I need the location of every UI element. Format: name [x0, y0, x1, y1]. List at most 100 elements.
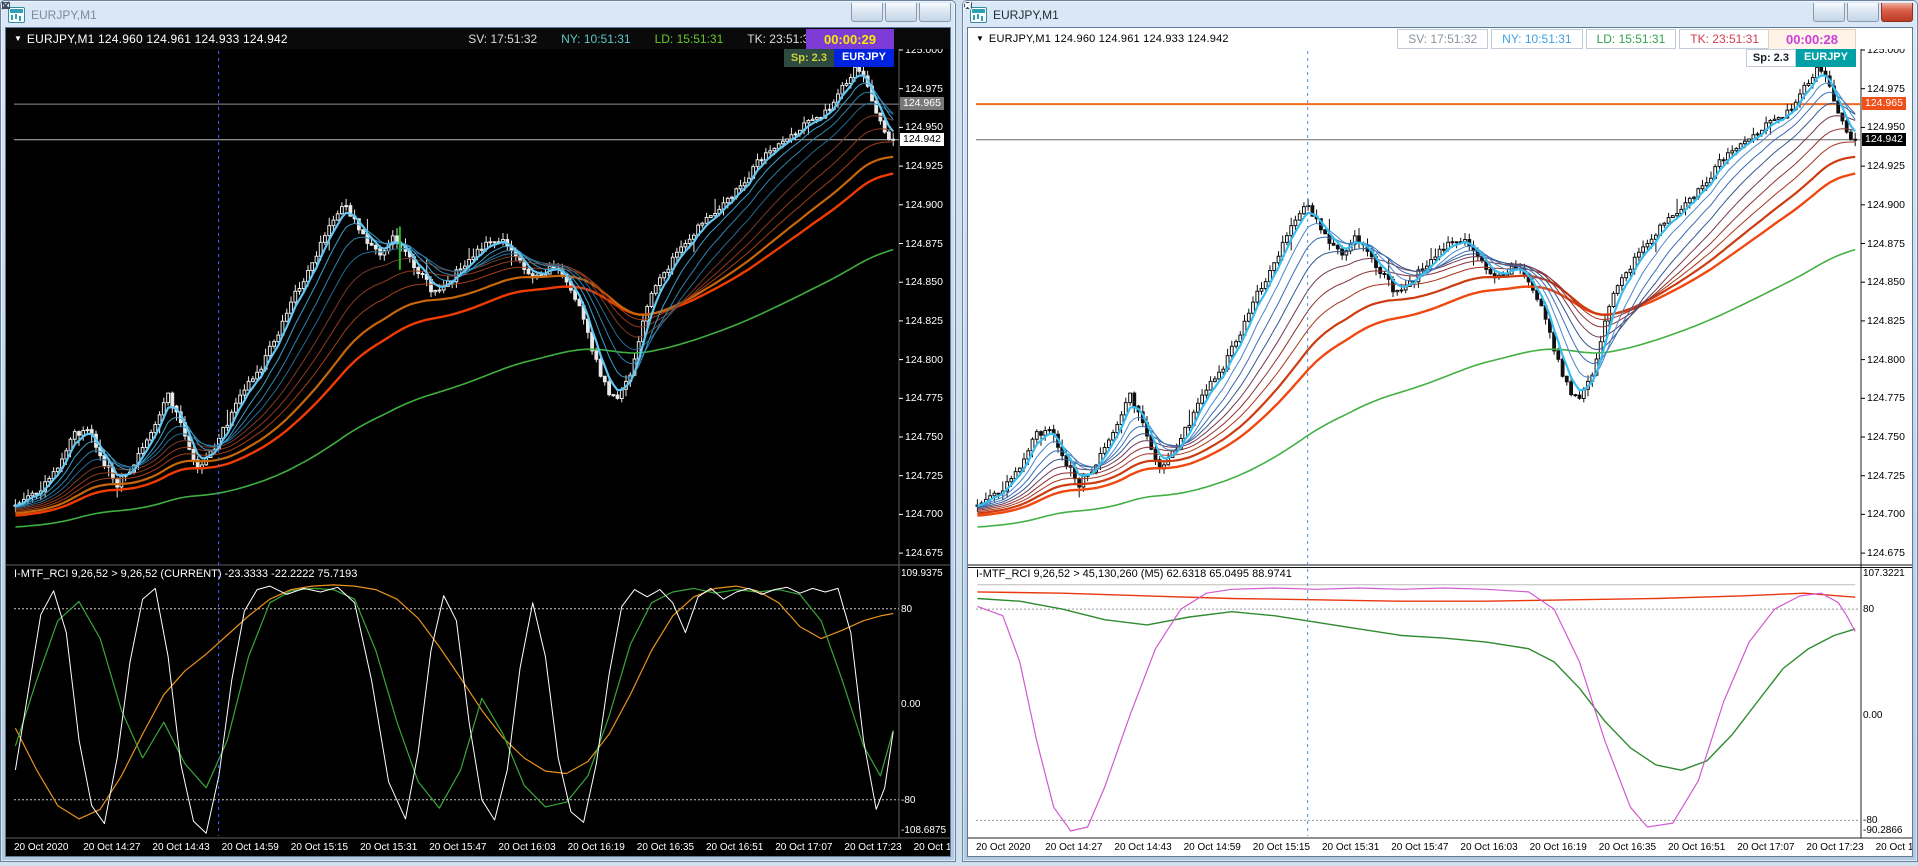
- indicator-tick-label: 0.00: [901, 699, 921, 711]
- close-button[interactable]: [963, 1, 1913, 22]
- time-tick-label: 20 Oct 15:47: [429, 842, 487, 853]
- ma-line-p55: [977, 155, 1856, 515]
- bid-price-tag: 124.942: [1862, 132, 1906, 146]
- chart-window-dark[interactable]: EURJPY,M1 ▼ EURJPY,M1 124.960 124.961 124…: [0, 0, 956, 862]
- price-tick-label: 124.875: [1867, 237, 1905, 250]
- time-tick-label: 20 Oct 16:35: [636, 842, 695, 853]
- price-tick-label: 124.900: [905, 198, 943, 211]
- candle-countdown: 00:00:29: [806, 29, 894, 50]
- level-price-tag: 124.965: [1862, 97, 1906, 111]
- titlebar[interactable]: EURJPY,M1: [1, 1, 955, 26]
- symbol-ohlc-text: EURJPY,M1 124.960 124.961 124.933 124.94…: [26, 31, 288, 46]
- session-clock: SV: 17:51:32: [1397, 28, 1489, 49]
- window-controls: [963, 1, 1913, 22]
- restore-button[interactable]: [964, 2, 1879, 22]
- session-clock: TK: 23:51:31: [1679, 28, 1770, 49]
- time-tick-label: 20 Oct 14:43: [152, 842, 210, 853]
- price-tick-label: 124.800: [1867, 353, 1905, 366]
- price-tick-label: 125.000: [905, 44, 943, 56]
- chart-window-light[interactable]: EURJPY,M1 ▼ EURJPY,M1 124.960 124.961 124…: [962, 0, 1918, 862]
- level-price-tag: 124.965: [900, 97, 944, 111]
- time-tick-label: 20 Oct 2020: [14, 842, 69, 853]
- price-tick-label: 124.775: [905, 392, 943, 405]
- rci-mid-green: [977, 597, 1856, 771]
- chart-area[interactable]: ▼ EURJPY,M1 124.960 124.961 124.933 124.9…: [967, 27, 1913, 857]
- time-tick-label: 20 Oct 16:51: [706, 842, 764, 853]
- bid-price-tag: 124.942: [900, 132, 944, 146]
- spread-row: Sp: 2.3 EURJPY: [783, 49, 894, 67]
- chart-canvas: [968, 30, 1912, 839]
- price-tick-label: 124.850: [1867, 276, 1905, 289]
- close-button[interactable]: [1, 1, 951, 22]
- time-tick-label: 20 Oct 15:31: [360, 842, 418, 853]
- rci-mid-green: [14, 587, 894, 809]
- time-tick-label: 20 Oct 15:47: [1391, 842, 1449, 853]
- symbol-badge: EURJPY: [1795, 49, 1856, 67]
- ma-line-p55: [15, 155, 894, 515]
- ma-line-p19: [15, 102, 894, 509]
- minimize-button[interactable]: [964, 3, 1845, 22]
- session-clocks: SV: 17:51:32 NY: 10:51:31 LD: 15:51:31 TK: …: [444, 28, 816, 49]
- session-clock: NY: 10:51:31: [561, 31, 631, 46]
- titlebar[interactable]: EURJPY,M1: [963, 1, 1917, 26]
- ma-line-p160: [977, 248, 1856, 528]
- ma-line-p4: [15, 74, 895, 507]
- price-tick-label: 124.825: [905, 314, 943, 327]
- time-tick-label: 20 Oct 14:27: [83, 842, 141, 853]
- time-tick-label: 20 Oct 15:31: [1322, 842, 1380, 853]
- indicator-header: I-MTF_RCI 9,26,52 > 9,26,52 (CURRENT) -2…: [14, 568, 358, 580]
- session-clock: LD: 15:51:31: [1585, 28, 1677, 49]
- time-tick-label: 20 Oct 17:39: [1875, 842, 1913, 853]
- quote-header: ▼ EURJPY,M1 124.960 124.961 124.933 124.9…: [968, 28, 1912, 49]
- ma-line-p13: [977, 91, 1856, 508]
- time-tick-label: 20 Oct 15:15: [1252, 842, 1311, 853]
- time-tick-label: 20 Oct 17:07: [775, 842, 833, 853]
- indicator-tick-label: 80: [1863, 604, 1875, 616]
- time-tick-label: 20 Oct 2020: [976, 842, 1031, 853]
- candle-countdown: 00:00:28: [1768, 29, 1856, 50]
- spread-value: Sp: 2.3: [783, 49, 834, 67]
- dropdown-icon: ▼: [976, 34, 984, 43]
- spread-row: Sp: 2.3 EURJPY: [1745, 49, 1856, 67]
- window-controls: [1, 1, 951, 22]
- price-tick-label: 124.875: [905, 237, 943, 250]
- window-title: EURJPY,M1: [993, 7, 1059, 22]
- price-tick-label: 124.950: [905, 121, 943, 134]
- restore-button[interactable]: [2, 2, 917, 22]
- price-tick-label: 124.900: [1867, 198, 1905, 211]
- time-tick-label: 20 Oct 17:23: [1806, 842, 1864, 853]
- time-tick-label: 20 Oct 14:59: [221, 842, 279, 853]
- price-tick-label: 124.950: [1867, 121, 1905, 134]
- indicator-header: I-MTF_RCI 9,26,52 > 45,130,260 (M5) 62.6…: [976, 568, 1292, 580]
- ma-line-p4: [977, 74, 1857, 507]
- indicator-tick-label: 0.00: [1863, 709, 1883, 721]
- price-tick-label: 125.000: [1867, 44, 1905, 56]
- dropdown-icon: ▼: [14, 34, 22, 43]
- rci-fast-magenta: [977, 587, 1856, 832]
- rci-slow-red: [977, 591, 1856, 602]
- ma-line-p34: [977, 128, 1856, 511]
- price-tick-label: 124.925: [905, 160, 943, 173]
- ma-line-p34: [15, 128, 894, 511]
- price-tick-label: 124.675: [905, 547, 943, 560]
- time-tick-label: 20 Oct 16:51: [1668, 842, 1726, 853]
- time-tick-label: 20 Oct 17:39: [913, 842, 951, 853]
- time-tick-label: 20 Oct 14:43: [1114, 842, 1172, 853]
- price-tick-label: 124.975: [1867, 82, 1905, 95]
- indicator-tick-label: -80: [1863, 815, 1878, 827]
- price-tick-label: 124.725: [1867, 469, 1905, 482]
- indicator-tick-label: -80: [901, 794, 916, 806]
- price-tick-label: 124.975: [905, 82, 943, 95]
- time-tick-label: 20 Oct 16:19: [1529, 842, 1587, 853]
- chart-area[interactable]: ▼ EURJPY,M1 124.960 124.961 124.933 124.9…: [5, 27, 951, 857]
- price-tick-label: 124.700: [905, 508, 943, 521]
- price-tick-label: 124.925: [1867, 160, 1905, 173]
- price-tick-label: 124.750: [905, 431, 943, 443]
- time-tick-label: 20 Oct 15:15: [290, 842, 349, 853]
- ma-line-p70: [977, 172, 1856, 517]
- minimize-button[interactable]: [2, 3, 883, 22]
- session-clock: TK: 23:51:31: [747, 31, 816, 46]
- window-title: EURJPY,M1: [31, 7, 97, 22]
- time-tick-label: 20 Oct 16:03: [498, 842, 556, 853]
